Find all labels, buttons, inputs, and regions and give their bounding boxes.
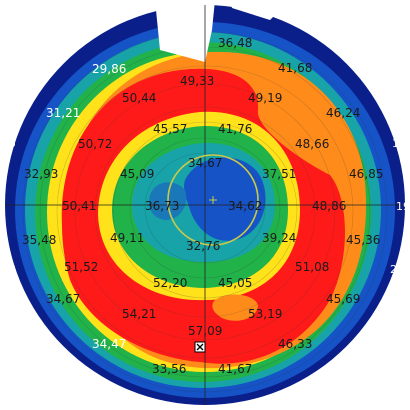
value-label: 34,67 — [46, 292, 80, 306]
value-label: 45,05 — [218, 276, 252, 290]
value-label: 53,19 — [248, 307, 282, 321]
value-label: 41,76 — [218, 122, 252, 136]
center-circle — [167, 154, 259, 246]
value-label: 36,48 — [218, 36, 252, 50]
edge-label-right: 19 — [392, 137, 406, 150]
bottom-notch — [320, 330, 410, 410]
band-blue-center — [184, 157, 266, 241]
edge-label-left: 75 — [2, 137, 16, 150]
value-label: 46,33 — [278, 337, 312, 351]
value-label: 46,85 — [349, 167, 383, 181]
axes — [5, 5, 405, 405]
value-label: 32,93 — [24, 167, 58, 181]
value-label: 48,66 — [295, 137, 329, 151]
top-notch-right — [230, 0, 290, 20]
value-label: 45,69 — [326, 292, 360, 306]
value-label: 49,33 — [180, 74, 214, 88]
value-label: 51,08 — [295, 260, 329, 274]
value-label: 45,09 — [120, 167, 154, 181]
value-label: 34,67 — [188, 156, 222, 170]
value-label: 36,73 — [145, 199, 179, 213]
top-notch — [155, 0, 215, 62]
value-label: 35,48 — [22, 233, 56, 247]
value-label: 50,41 — [62, 199, 96, 213]
value-label: 29,86 — [92, 62, 126, 76]
value-label: 34,62 — [228, 199, 262, 213]
value-label: 49,11 — [110, 231, 144, 245]
value-label: 34,47 — [92, 337, 126, 351]
value-label: 50,72 — [78, 137, 112, 151]
band-orange-patch — [212, 294, 258, 321]
value-label: 37,51 — [262, 167, 296, 181]
value-label: 49,19 — [248, 91, 282, 105]
value-label: 39,24 — [262, 231, 296, 245]
edge-label-left: 92 — [2, 263, 16, 276]
edge-labels: 75 92 19 19 21 — [2, 137, 410, 276]
value-label: 48,86 — [312, 199, 346, 213]
value-label: 41,67 — [218, 362, 252, 376]
value-label: 33,56 — [152, 362, 186, 376]
value-label: 46,24 — [326, 106, 360, 120]
value-labels: 36,48 29,86 49,33 41,68 50,44 49,19 31,2… — [22, 36, 383, 376]
value-label: 45,57 — [153, 122, 187, 136]
point-marker — [194, 341, 206, 353]
value-label: 51,52 — [64, 260, 98, 274]
value-label: 54,21 — [122, 307, 156, 321]
value-label: 32,76 — [186, 239, 220, 253]
value-label: 31,21 — [46, 106, 80, 120]
value-label: 41,68 — [278, 61, 312, 75]
edge-label-right: 19 — [396, 200, 410, 213]
value-label: 52,20 — [153, 276, 187, 290]
center-marker — [209, 196, 217, 204]
value-label: 45,36 — [346, 233, 380, 247]
edge-label-right: 21 — [390, 263, 404, 276]
value-label: 57,09 — [188, 324, 222, 338]
value-label: 50,44 — [122, 91, 156, 105]
